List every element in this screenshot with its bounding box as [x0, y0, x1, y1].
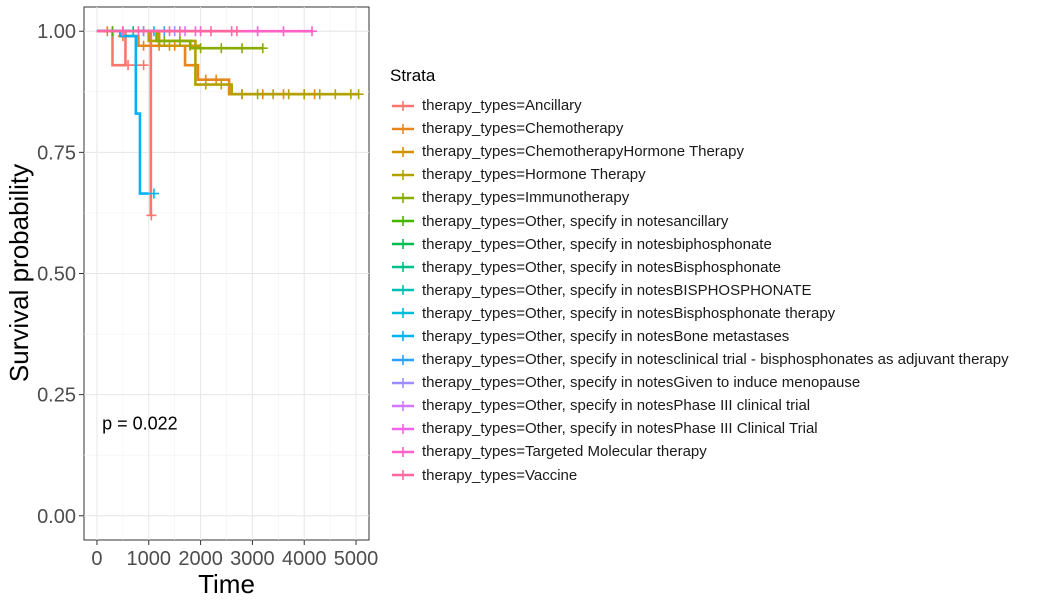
legend-label: therapy_types=Ancillary	[422, 97, 582, 115]
legend-label: therapy_types=Immunotherapy	[422, 189, 630, 207]
legend-key	[392, 239, 414, 250]
legend-key	[392, 123, 414, 134]
y-tick-label: 0.50	[37, 264, 76, 286]
legend-item: therapy_types=Vaccine	[390, 464, 1009, 487]
legend-item: therapy_types=Targeted Molecular therapy	[390, 440, 1009, 463]
legend-label: therapy_types=Vaccine	[422, 466, 578, 484]
legend-label: therapy_types=Other, specify in notesBis…	[422, 258, 781, 276]
legend-item: therapy_types=Other, specify in notesPha…	[390, 417, 1009, 440]
legend-item: therapy_types=Other, specify in notesanc…	[390, 209, 1009, 232]
x-tick-label: 2000	[178, 548, 223, 570]
legend-item: therapy_types=Other, specify in notesBis…	[390, 302, 1009, 325]
legend-item: therapy_types=Other, specify in notescli…	[390, 348, 1009, 371]
x-tick-label: 4000	[282, 548, 327, 570]
legend-key	[392, 262, 414, 273]
legend-key	[392, 216, 414, 227]
legend-label: therapy_types=Targeted Molecular therapy	[422, 443, 707, 461]
legend-key	[392, 192, 414, 203]
legend-key	[392, 285, 414, 296]
legend-item: therapy_types=Hormone Therapy	[390, 163, 1009, 186]
y-tick-label: 0.25	[37, 385, 76, 407]
legend-item: therapy_types=Other, specify in notesBon…	[390, 325, 1009, 348]
legend-title: Strata	[390, 66, 436, 85]
legend-label: therapy_types=Other, specify in notesanc…	[422, 212, 729, 230]
legend-label: therapy_types=Other, specify in notesBon…	[422, 327, 790, 345]
legend-label: therapy_types=Other, specify in notesBis…	[422, 304, 836, 322]
p-value-annotation: p = 0.022	[102, 414, 178, 434]
legend-item: therapy_types=Other, specify in notesGiv…	[390, 371, 1009, 394]
legend-label: therapy_types=Other, specify in notesPha…	[422, 397, 811, 415]
axes: 0 1000 2000 3000 4000 5000 0.00 0.25 0.50 0.75 1.0…	[37, 21, 378, 570]
legend-item: therapy_types=Other, specify in notesBIS…	[390, 279, 1009, 302]
legend-label: therapy_types=Other, specify in notesGiv…	[422, 374, 861, 392]
legend-item: therapy_types=Other, specify in notesPha…	[390, 394, 1009, 417]
x-tick-label: 0	[91, 548, 102, 570]
x-axis-label: Time	[198, 569, 255, 599]
legend-item: therapy_types=Other, specify in notesbip…	[390, 233, 1009, 256]
legend-key	[392, 377, 414, 388]
x-tick-label: 1000	[127, 548, 172, 570]
legend-key	[392, 470, 414, 481]
y-tick-label: 0.00	[37, 506, 76, 528]
legend-item: therapy_types=Ancillary	[390, 94, 1009, 117]
legend-key	[392, 354, 414, 365]
legend-key	[392, 331, 414, 342]
legend-key	[392, 146, 414, 157]
legend-item: therapy_types=Other, specify in notesBis…	[390, 256, 1009, 279]
legend-label: therapy_types=ChemotherapyHormone Therap…	[422, 143, 744, 161]
y-tick-label: 1.00	[37, 21, 76, 43]
y-tick-label: 0.75	[37, 142, 76, 164]
series-line	[96, 29, 359, 96]
legend-label: therapy_types=Other, specify in notesbip…	[422, 235, 772, 253]
legend-key	[392, 400, 414, 411]
legend-key	[392, 423, 414, 434]
legend: Strata therapy_types=Ancillary therapy_ty…	[390, 66, 1009, 487]
legend-label: therapy_types=Other, specify in notesBIS…	[422, 281, 812, 299]
legend-key	[392, 308, 414, 319]
series-layer	[96, 26, 364, 221]
legend-label: therapy_types=Hormone Therapy	[422, 166, 646, 184]
y-axis-label: Survival probability	[4, 164, 34, 382]
legend-key	[392, 100, 414, 111]
legend-item: therapy_types=Chemotherapy	[390, 117, 1009, 140]
x-tick-label: 5000	[334, 548, 379, 570]
legend-label: therapy_types=Other, specify in notescli…	[422, 351, 1009, 369]
legend-key	[392, 446, 414, 457]
legend-item: therapy_types=ChemotherapyHormone Therap…	[390, 140, 1009, 163]
x-tick-label: 3000	[230, 548, 275, 570]
legend-item: therapy_types=Immunotherapy	[390, 186, 1009, 209]
legend-label: therapy_types=Other, specify in notesPha…	[422, 420, 818, 438]
legend-key	[392, 169, 414, 180]
legend-items: therapy_types=Ancillary therapy_types=Che…	[390, 94, 1009, 487]
legend-label: therapy_types=Chemotherapy	[422, 120, 624, 138]
